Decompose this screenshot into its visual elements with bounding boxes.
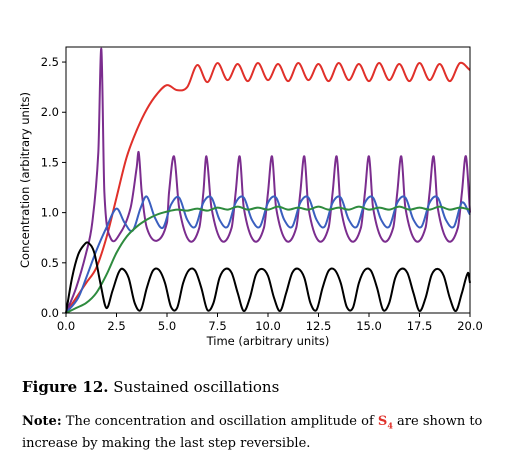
series-line-1 [65, 61, 471, 314]
figure-title: Figure 12. Sustained oscillations [22, 378, 502, 396]
y-tick-label: 1.5 [41, 155, 59, 169]
x-axis-ticks: 0.0 2.5 5.0 7.5 10.0 12.5 15.0 17.5 20.0 [57, 313, 483, 333]
note-text-start: The concentration and oscillation amplit… [65, 414, 374, 429]
y-axis-label: Concentration (arbitrary units) [18, 92, 32, 268]
x-tick-label: 12.5 [306, 319, 332, 333]
x-tick-label: 0.0 [57, 319, 75, 333]
y-tick-label: 0.5 [41, 256, 59, 270]
species-subscript: 4 [387, 420, 393, 431]
series-line-2 [65, 47, 471, 314]
y-tick-label: 2.0 [41, 105, 59, 119]
y-tick-label: 0.0 [41, 306, 59, 320]
series-line-4 [65, 205, 471, 314]
x-tick-label: 20.0 [457, 319, 483, 333]
x-tick-label: 15.0 [356, 319, 382, 333]
note-text-end: are shown to increase by making the last… [22, 414, 483, 451]
y-tick-label: 2.5 [41, 55, 59, 69]
concentration-time-chart: 0.0 2.5 5.0 7.5 10.0 12.5 15.0 17.5 20.0 0.0 0.5 1… [18, 46, 483, 348]
figure-note: Note: The concentration and oscillation … [22, 413, 502, 452]
note-label: Note: [22, 414, 62, 429]
figure-caption: Figure 12. Sustained oscillations Note: … [22, 378, 502, 452]
x-tick-label: 10.0 [255, 319, 281, 333]
x-tick-label: 2.5 [107, 319, 125, 333]
x-tick-label: 5.0 [158, 319, 176, 333]
series-line-5 [65, 241, 471, 314]
x-tick-label: 17.5 [407, 319, 433, 333]
y-axis-ticks: 0.0 0.5 1.0 1.5 2.0 2.5 [41, 55, 66, 320]
y-tick-label: 1.0 [41, 206, 59, 220]
figure-label: Figure 12. [22, 378, 109, 396]
series-line-3 [65, 195, 471, 314]
species-letter: S [377, 414, 388, 429]
x-axis-label: Time (arbitrary units) [206, 334, 330, 348]
series-layer [65, 47, 471, 314]
figure-title-text: Sustained oscillations [113, 378, 280, 396]
species-s4: S4 [377, 414, 393, 431]
x-tick-label: 7.5 [208, 319, 226, 333]
